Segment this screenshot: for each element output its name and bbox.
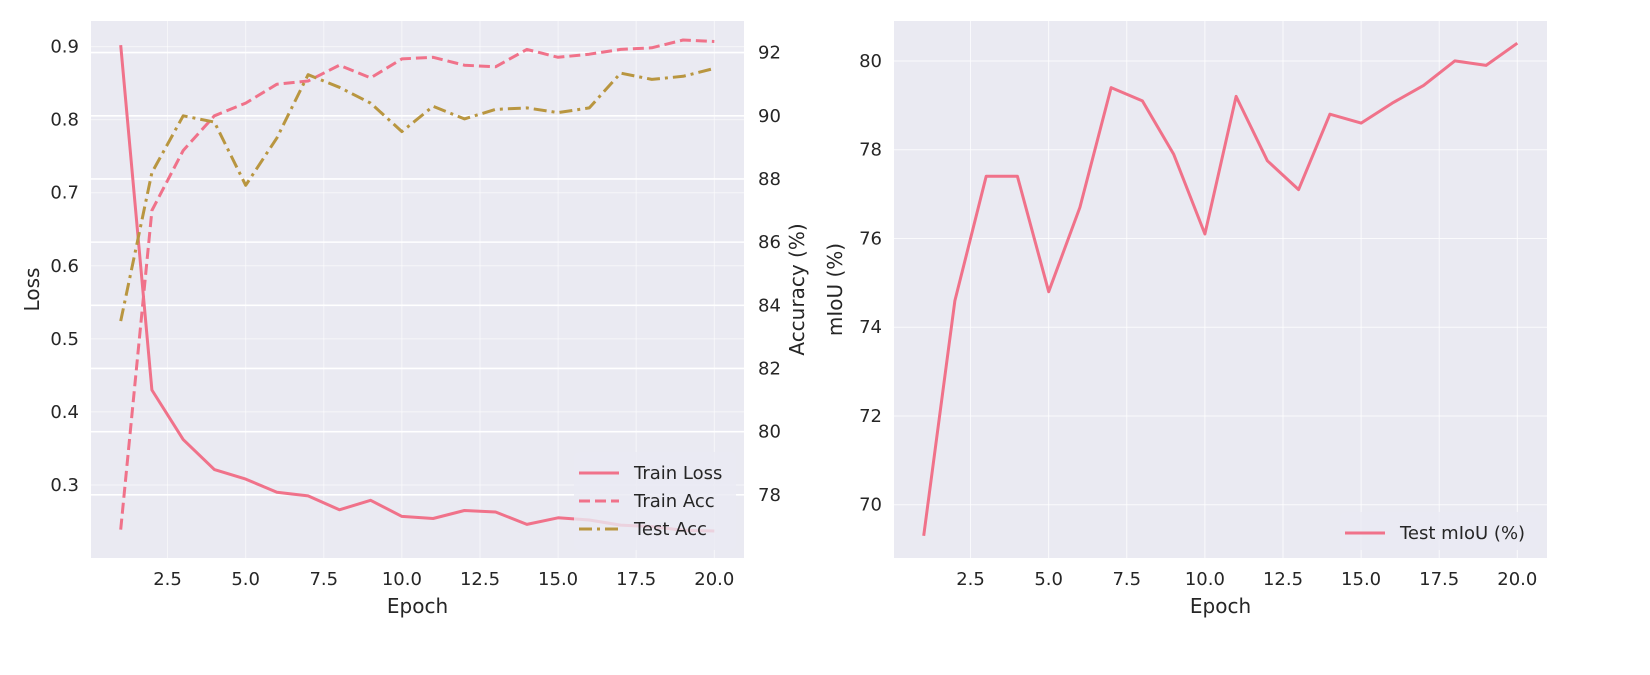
x-axis-label: Epoch	[1190, 594, 1251, 618]
y-right-tick-label: 84	[758, 295, 781, 316]
x-tick-label: 20.0	[1497, 569, 1537, 590]
y-right-tick-label: 78	[758, 485, 781, 506]
y-tick-label: 0.3	[50, 475, 79, 496]
legend-label: Train Acc	[633, 491, 715, 512]
legend-box	[1340, 512, 1540, 550]
x-tick-label: 20.0	[694, 569, 734, 590]
y-tick-label: 76	[859, 228, 882, 249]
y-tick-label: 0.9	[50, 37, 79, 58]
plot-area	[894, 21, 1547, 558]
y-tick-label: 0.6	[50, 256, 79, 277]
y-tick-label: 70	[859, 495, 882, 516]
y-tick-label: 72	[859, 406, 882, 427]
legend-label: Train Loss	[633, 463, 722, 484]
x-tick-label: 12.5	[460, 569, 500, 590]
legend-box	[574, 452, 736, 550]
x-tick-label: 2.5	[153, 569, 182, 590]
y-tick-label: 0.5	[50, 329, 79, 350]
x-tick-label: 12.5	[1263, 569, 1303, 590]
x-tick-label: 10.0	[1185, 569, 1225, 590]
x-tick-label: 10.0	[382, 569, 422, 590]
y-tick-label: 0.7	[50, 183, 79, 204]
series-line-test-acc	[119, 66, 715, 322]
legend: Train Loss Train Acc Test Acc	[574, 452, 736, 550]
y-tick-label: 74	[859, 317, 882, 338]
legend: Test mIoU (%)	[1340, 512, 1540, 550]
x-tick-label: 7.5	[1112, 569, 1141, 590]
legend-label: Test Acc	[633, 519, 707, 540]
series-line-test-miou	[922, 41, 1519, 536]
x-tick-label: 17.5	[616, 569, 656, 590]
y-right-tick-label: 80	[758, 422, 781, 443]
y-tick-label: 80	[859, 51, 882, 72]
legend-label: Test mIoU (%)	[1399, 523, 1525, 544]
x-tick-label: 5.0	[231, 569, 260, 590]
loss-accuracy-panel: 2.5 5.0 7.5 10.0 12.5 15.0 17.5 20.0 0.3 0.4 0.5 0.…	[20, 21, 809, 618]
y-tick-label: 78	[859, 140, 882, 161]
y-right-tick-label: 86	[758, 232, 781, 253]
x-tick-label: 5.0	[1034, 569, 1063, 590]
y-right-tick-label: 90	[758, 106, 781, 127]
x-tick-label: 7.5	[309, 569, 338, 590]
y-tick-label: 0.8	[50, 110, 79, 131]
x-tick-label: 15.0	[538, 569, 578, 590]
y-right-tick-label: 92	[758, 43, 781, 64]
miou-panel: 2.5 5.0 7.5 10.0 12.5 15.0 17.5 20.0 70 72 74 76 78 8…	[823, 21, 1547, 618]
x-tick-label: 17.5	[1419, 569, 1459, 590]
y-axis-label: Loss	[20, 268, 44, 312]
x-tick-label: 15.0	[1341, 569, 1381, 590]
x-tick-label: 2.5	[956, 569, 985, 590]
y-right-tick-label: 82	[758, 358, 781, 379]
y-right-axis-label: Accuracy (%)	[785, 223, 809, 355]
y-axis-label: mIoU (%)	[823, 243, 847, 336]
y-tick-label: 0.4	[50, 402, 79, 423]
x-axis-label: Epoch	[387, 594, 448, 618]
series-line-train-acc	[119, 38, 715, 530]
y-right-tick-label: 88	[758, 169, 781, 190]
